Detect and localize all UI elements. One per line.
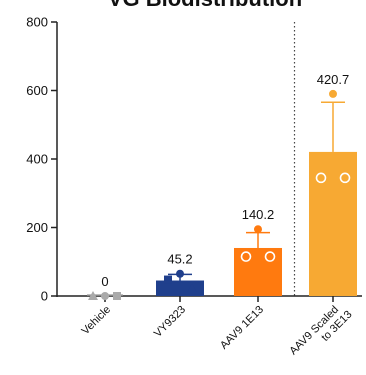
y-tick-label: 600 (26, 83, 48, 98)
x-category-label: AAV9 1E13 (218, 304, 266, 352)
bar (156, 280, 204, 296)
value-label: 45.2 (167, 252, 192, 267)
plot-area: 0 200 400 600 800 0 Vehicle 45.2 VY9323 140.2 AAV9… (26, 15, 362, 366)
data-point (164, 275, 172, 284)
data-point (264, 251, 276, 262)
value-label: 420.7 (317, 72, 350, 87)
value-label: 0 (101, 274, 108, 289)
x-category-label: AAV9 Scaledto 3E13 (287, 299, 354, 366)
x-category-label: VY9323 (152, 304, 188, 340)
x-category-label: Vehicle (80, 304, 114, 338)
data-point (329, 89, 337, 98)
value-label: 140.2 (242, 207, 275, 222)
data-point (254, 225, 262, 234)
data-point (113, 292, 121, 300)
data-point (315, 172, 327, 184)
y-tick-label: 0 (41, 289, 48, 304)
data-point (101, 292, 109, 300)
chart-title: VG Biodistribution (108, 0, 302, 11)
y-tick-label: 200 (26, 220, 48, 235)
y-tick-label: 400 (26, 152, 48, 167)
data-point (240, 251, 252, 262)
data-point (339, 172, 351, 184)
bar (309, 151, 357, 296)
x-category-label-line: Vehicle (80, 304, 114, 338)
data-point (187, 283, 197, 293)
x-category-label-line: VY9323 (152, 304, 188, 340)
x-category-label-line: AAV9 1E13 (218, 304, 266, 352)
y-tick-label: 800 (26, 15, 48, 30)
data-point (176, 269, 184, 278)
